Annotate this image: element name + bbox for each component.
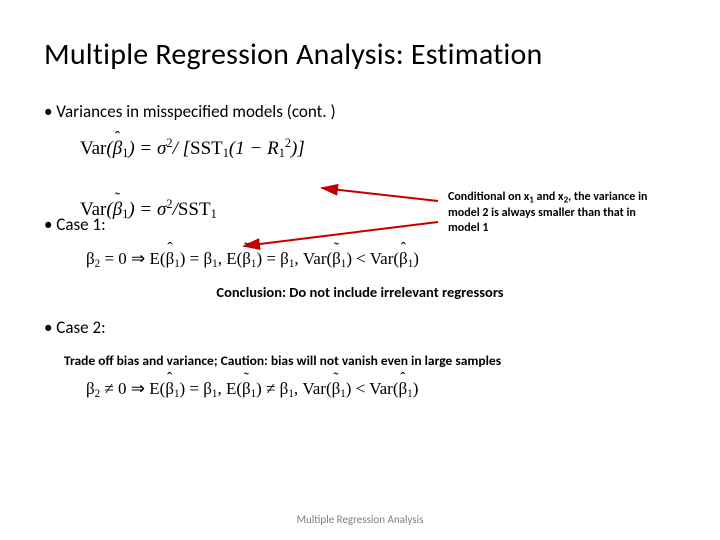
case-1-formula: β2 = 0 ⇒ E(β1) = β1, E(β1) = β1, Var(β1)… [86,249,676,270]
slide-root: Multiple Regression Analysis: Estimation… [0,0,720,540]
slide-title: Multiple Regression Analysis: Estimation [44,36,676,73]
conclusion-text: Conclusion: Do not include irrelevant re… [44,283,676,301]
formula-var-beta-tilde: Var(β1) = σ2/SST1 [80,197,217,222]
annotation-arrow-1 [0,0,720,540]
case-2-label: • Case 2: [44,317,676,338]
formula-var-beta-hat: Var(β1) = σ2/ [SST1(1 − R12)] [80,136,305,161]
formula-1-block: Var(β1) = σ2/ [SST1(1 − R12)] [80,136,676,161]
tradeoff-text: Trade off bias and variance; Caution: bi… [64,352,676,369]
variance-annotation: Conditional on x1 and x2, the variance i… [448,190,648,236]
slide-footer: Multiple Regression Analysis [0,513,720,526]
case-2-formula: β2 ≠ 0 ⇒ E(β1) = β1, E(β1) ≠ β1, Var(β1)… [86,379,676,400]
bullet-variances: • Variances in misspecified models (cont… [44,101,676,122]
